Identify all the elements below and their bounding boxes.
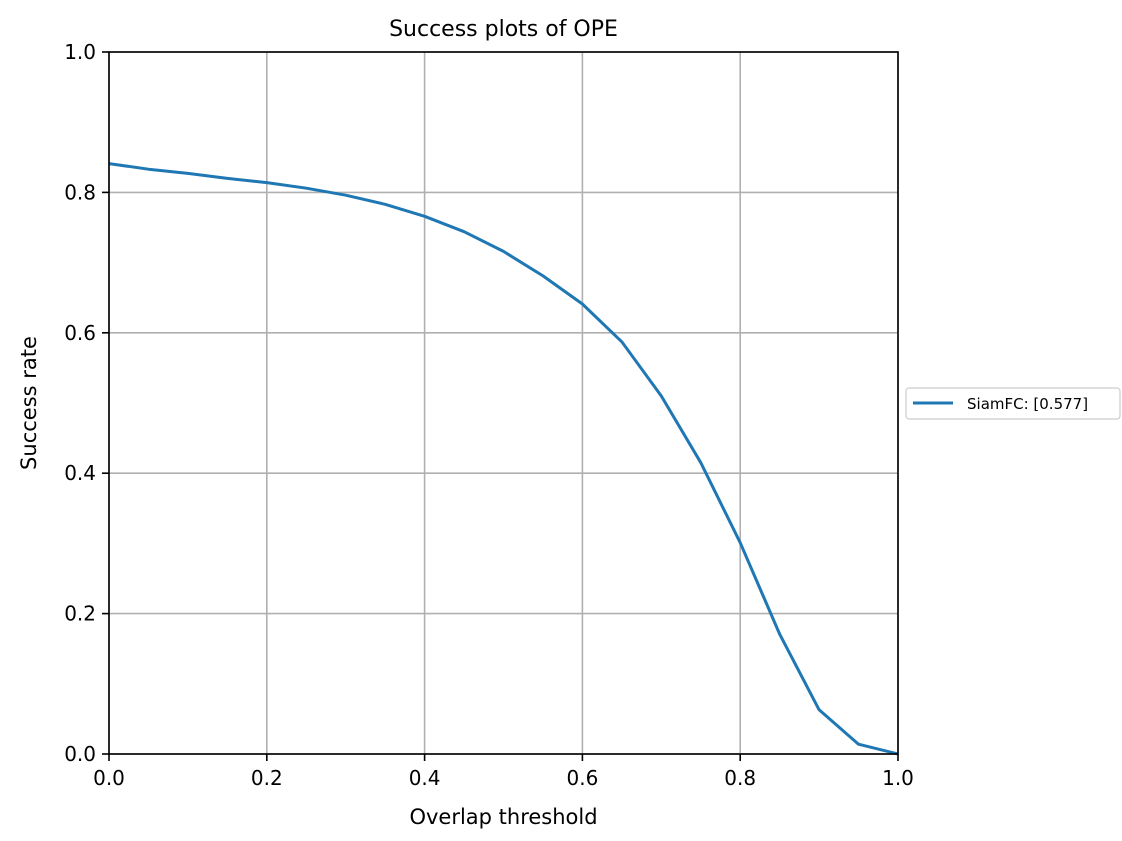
y-tick-label: 0.0 [64, 742, 96, 766]
grid-lines [108, 51, 899, 755]
legend: SiamFC: [0.577] [905, 387, 1121, 420]
x-tick-label: 0.0 [93, 766, 125, 790]
y-tick-label: 0.2 [64, 602, 96, 626]
x-tick-label: 0.6 [566, 766, 598, 790]
legend-entry-siamfc: SiamFC: [0.577] [967, 395, 1088, 413]
x-tick-label: 0.8 [724, 766, 756, 790]
x-tick-label: 0.4 [409, 766, 441, 790]
x-axis-label: Overlap threshold [409, 805, 597, 829]
y-tick-label: 0.4 [64, 461, 96, 485]
series-line-siamfc [108, 162, 899, 756]
axes-frame [108, 51, 899, 755]
y-axis-label: Success rate [17, 336, 41, 470]
y-tick-label: 0.8 [64, 180, 96, 204]
x-tick-label: 1.0 [882, 766, 914, 790]
y-tick-label: 0.6 [64, 321, 96, 345]
legend-box [905, 387, 1121, 420]
chart-title: Success plots of OPE [389, 17, 618, 42]
y-tick-label: 1.0 [64, 40, 96, 64]
x-tick-label: 0.2 [251, 766, 283, 790]
axis-ticks: 0.0 0.2 0.4 0.6 0.8 1.0 0.0 0.2 0.4 0.6 0.8 1.0 [64, 40, 914, 790]
plot-series [108, 162, 899, 756]
